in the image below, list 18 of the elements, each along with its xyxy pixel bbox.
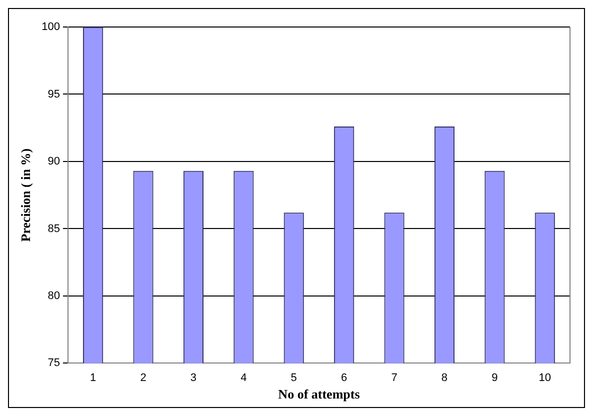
x-tick-label: 1	[90, 372, 96, 384]
y-tick-label: 75	[48, 357, 60, 370]
y-tick-label: 100	[42, 21, 60, 34]
y-tick-label: 85	[48, 222, 60, 235]
x-tick-label: 8	[441, 372, 448, 384]
y-tick-label: 90	[48, 156, 60, 168]
x-tick-label: 9	[492, 372, 498, 384]
x-tick-label: 2	[140, 372, 146, 384]
x-tick-label: 10	[538, 372, 552, 384]
x-tick-label: 6	[341, 372, 348, 384]
y-axis-title: Precision ( in %)	[18, 148, 34, 242]
x-tick-label: 5	[290, 372, 297, 384]
x-axis-title: No of attempts	[278, 386, 360, 402]
y-tick-label: 80	[48, 290, 60, 302]
x-tick-label: 7	[391, 372, 398, 384]
y-tick-label: 95	[48, 88, 60, 100]
x-tick-label: 4	[240, 372, 247, 384]
x-tick-label: 3	[190, 372, 197, 384]
